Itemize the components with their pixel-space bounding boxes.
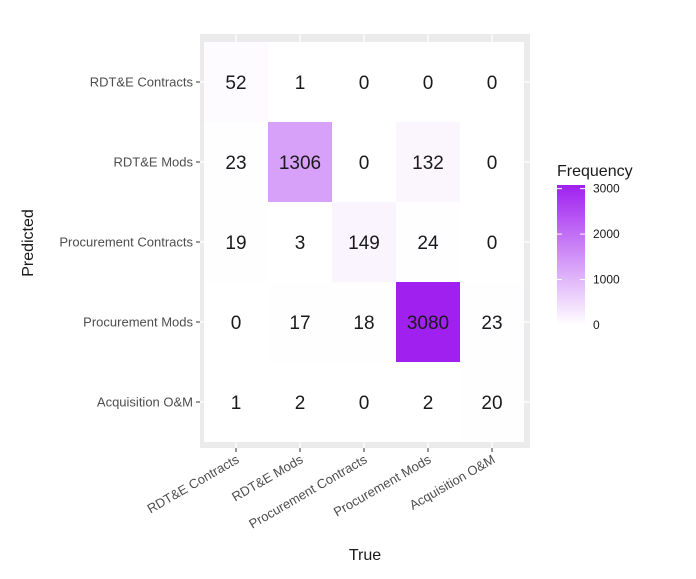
- cell-value-label: 0: [423, 73, 434, 94]
- heatmap-cell: [460, 282, 524, 362]
- legend-tick-label: 1000: [593, 273, 620, 287]
- heatmap-cell: [268, 202, 332, 282]
- heatmap-cell: [204, 42, 268, 122]
- heatmap-cell: [396, 362, 460, 442]
- cell-value-label: 0: [359, 393, 370, 414]
- cell-value-label: 52: [225, 73, 246, 94]
- legend-title: Frequency: [557, 163, 633, 180]
- cell-value-label: 17: [289, 313, 310, 334]
- cell-value-label: 1306: [279, 153, 321, 174]
- cell-value-label: 18: [353, 313, 374, 334]
- cell-value-label: 23: [225, 153, 246, 174]
- x-tick-label: RDT&E Contracts: [145, 451, 242, 516]
- y-tick-label: RDT&E Contracts: [90, 75, 194, 90]
- heatmap-cell: [460, 122, 524, 202]
- heatmap-cell: [396, 42, 460, 122]
- cell-value-label: 2: [423, 393, 434, 414]
- cell-value-label: 0: [359, 153, 370, 174]
- cell-value-label: 149: [348, 233, 380, 254]
- heatmap-cell: [460, 42, 524, 122]
- legend-tick-label: 2000: [593, 227, 620, 241]
- heatmap-cell: [460, 362, 524, 442]
- heatmap-cell: [332, 282, 396, 362]
- legend-colorbar: [557, 185, 585, 325]
- y-axis-ticks: RDT&E Contracts RDT&E Mods Procurement Con…: [59, 75, 200, 410]
- x-tick-label: Procurement Contracts: [246, 451, 370, 531]
- cell-value-label: 20: [481, 393, 502, 414]
- heatmap-cell: [396, 202, 460, 282]
- heatmap-cell: [268, 42, 332, 122]
- cell-value-label: 132: [412, 153, 444, 174]
- legend-ticks: 0 1000 2000 3000: [557, 182, 620, 332]
- legend-tick-label: 3000: [593, 182, 620, 196]
- cell-value-label: 3080: [407, 313, 449, 334]
- heatmap-cell: [332, 122, 396, 202]
- heatmap-cell: [332, 202, 396, 282]
- y-tick-label: Procurement Contracts: [59, 235, 193, 250]
- cell-value-label: 1: [295, 73, 306, 94]
- cell-value-label: 0: [359, 73, 370, 94]
- legend: Frequency 0 1000 2000 3000: [557, 163, 633, 332]
- x-axis-title: True: [349, 547, 381, 564]
- y-axis-title: Predicted: [20, 209, 37, 277]
- cell-value-label: 23: [481, 313, 502, 334]
- y-tick-label: Acquisition O&M: [97, 395, 193, 410]
- heatmap-cell: [268, 282, 332, 362]
- heatmap-cell: [460, 202, 524, 282]
- heatmap-cell: [268, 362, 332, 442]
- heatmap-cell: [204, 122, 268, 202]
- legend-tick-label: 0: [593, 318, 600, 332]
- heatmap-cell: [204, 202, 268, 282]
- heatmap-cell: [396, 122, 460, 202]
- cell-value-label: 24: [417, 233, 439, 254]
- cell-value-label: 2: [295, 393, 306, 414]
- cell-value-label: 0: [231, 313, 242, 334]
- cell-value-labels: 52 1 0 0 023 1306 0 132 019 3 149 24 00 17 18 3080 231 2 0…: [225, 73, 502, 414]
- heatmap-cell: [332, 42, 396, 122]
- heatmap-cell: [204, 362, 268, 442]
- y-tick-label: Procurement Mods: [83, 315, 193, 330]
- cell-value-label: 19: [225, 233, 246, 254]
- heatmap-cell: [396, 282, 460, 362]
- cell-value-label: 0: [487, 233, 498, 254]
- cell-value-label: 0: [487, 153, 498, 174]
- cell-value-label: 0: [487, 73, 498, 94]
- cell-value-label: 1: [231, 393, 242, 414]
- heatmap-cells: [200, 34, 530, 448]
- y-tick-label: RDT&E Mods: [114, 155, 194, 170]
- heatmap-cell: [204, 282, 268, 362]
- heatmap-cell: [332, 362, 396, 442]
- heatmap-cell: [268, 122, 332, 202]
- cell-value-label: 3: [295, 233, 306, 254]
